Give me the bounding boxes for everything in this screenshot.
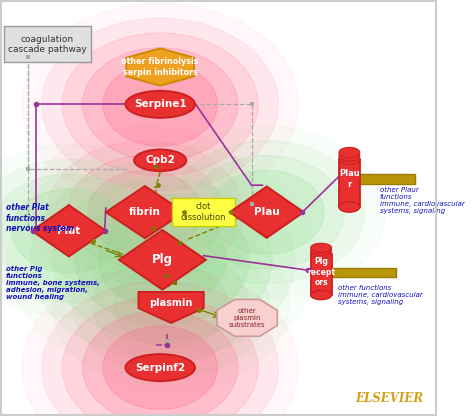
Ellipse shape <box>126 91 195 118</box>
FancyBboxPatch shape <box>4 26 91 62</box>
FancyBboxPatch shape <box>314 268 396 277</box>
Text: other Plat
functions
nervous system: other Plat functions nervous system <box>6 203 73 233</box>
Polygon shape <box>230 186 304 238</box>
Ellipse shape <box>0 174 146 287</box>
FancyBboxPatch shape <box>310 254 331 295</box>
Ellipse shape <box>103 326 218 409</box>
Text: other
plasmin
substrates: other plasmin substrates <box>229 308 265 328</box>
Ellipse shape <box>88 171 202 254</box>
Ellipse shape <box>11 189 126 272</box>
FancyBboxPatch shape <box>341 174 415 183</box>
Ellipse shape <box>82 311 238 416</box>
Ellipse shape <box>169 141 365 284</box>
Ellipse shape <box>210 171 324 254</box>
Ellipse shape <box>126 354 195 381</box>
Ellipse shape <box>310 249 331 258</box>
Ellipse shape <box>42 281 278 416</box>
Text: other fibrinolysis
serpin inhibitors: other fibrinolysis serpin inhibitors <box>121 57 199 77</box>
Text: Plg: Plg <box>152 253 173 266</box>
Text: Plat: Plat <box>57 226 81 236</box>
Text: fibrin: fibrin <box>129 207 161 217</box>
Text: Serpinf2: Serpinf2 <box>135 363 185 373</box>
Polygon shape <box>119 230 206 290</box>
Text: Plg
recept
ors: Plg recept ors <box>307 258 335 287</box>
Polygon shape <box>138 292 204 323</box>
Ellipse shape <box>310 290 331 300</box>
Text: Plau
r: Plau r <box>339 169 360 189</box>
Text: Plau: Plau <box>254 207 280 217</box>
Polygon shape <box>32 205 106 257</box>
Polygon shape <box>126 48 194 86</box>
Ellipse shape <box>47 141 243 284</box>
Ellipse shape <box>53 177 272 342</box>
Text: Serpine1: Serpine1 <box>134 99 186 109</box>
Text: coagulation
cascade pathway: coagulation cascade pathway <box>8 35 87 54</box>
Text: Cpb2: Cpb2 <box>145 155 175 165</box>
Ellipse shape <box>82 48 238 161</box>
Text: plasmin: plasmin <box>149 298 193 308</box>
Polygon shape <box>106 186 184 238</box>
Ellipse shape <box>98 212 227 308</box>
Text: ELSEVIER: ELSEVIER <box>355 392 423 405</box>
Ellipse shape <box>339 154 360 165</box>
Ellipse shape <box>62 33 258 176</box>
Text: other Plaur
functions
immune, cardiovascular
systems, signaling: other Plaur functions immune, cardiovasc… <box>380 187 465 214</box>
Ellipse shape <box>93 249 249 362</box>
Ellipse shape <box>310 246 331 255</box>
Ellipse shape <box>73 234 269 377</box>
Ellipse shape <box>67 156 223 269</box>
Ellipse shape <box>0 159 167 302</box>
Ellipse shape <box>339 147 360 158</box>
Ellipse shape <box>62 296 258 416</box>
FancyBboxPatch shape <box>339 159 360 207</box>
Ellipse shape <box>30 160 294 359</box>
Ellipse shape <box>189 156 344 269</box>
Ellipse shape <box>339 151 360 161</box>
Text: clot
dissolution: clot dissolution <box>181 203 227 222</box>
FancyBboxPatch shape <box>172 198 236 226</box>
Ellipse shape <box>42 18 278 191</box>
Polygon shape <box>217 300 277 336</box>
Ellipse shape <box>103 62 218 146</box>
Ellipse shape <box>310 243 331 253</box>
Ellipse shape <box>134 149 186 171</box>
Ellipse shape <box>76 195 249 325</box>
Text: other functions
immune, cardiovascular
systems, signaling: other functions immune, cardiovascular s… <box>338 285 423 305</box>
Ellipse shape <box>339 202 360 212</box>
Ellipse shape <box>114 264 228 347</box>
Text: other Plg
functions
immune, bone systems,
adhesion, migration,
wound healing: other Plg functions immune, bone systems… <box>6 266 100 300</box>
